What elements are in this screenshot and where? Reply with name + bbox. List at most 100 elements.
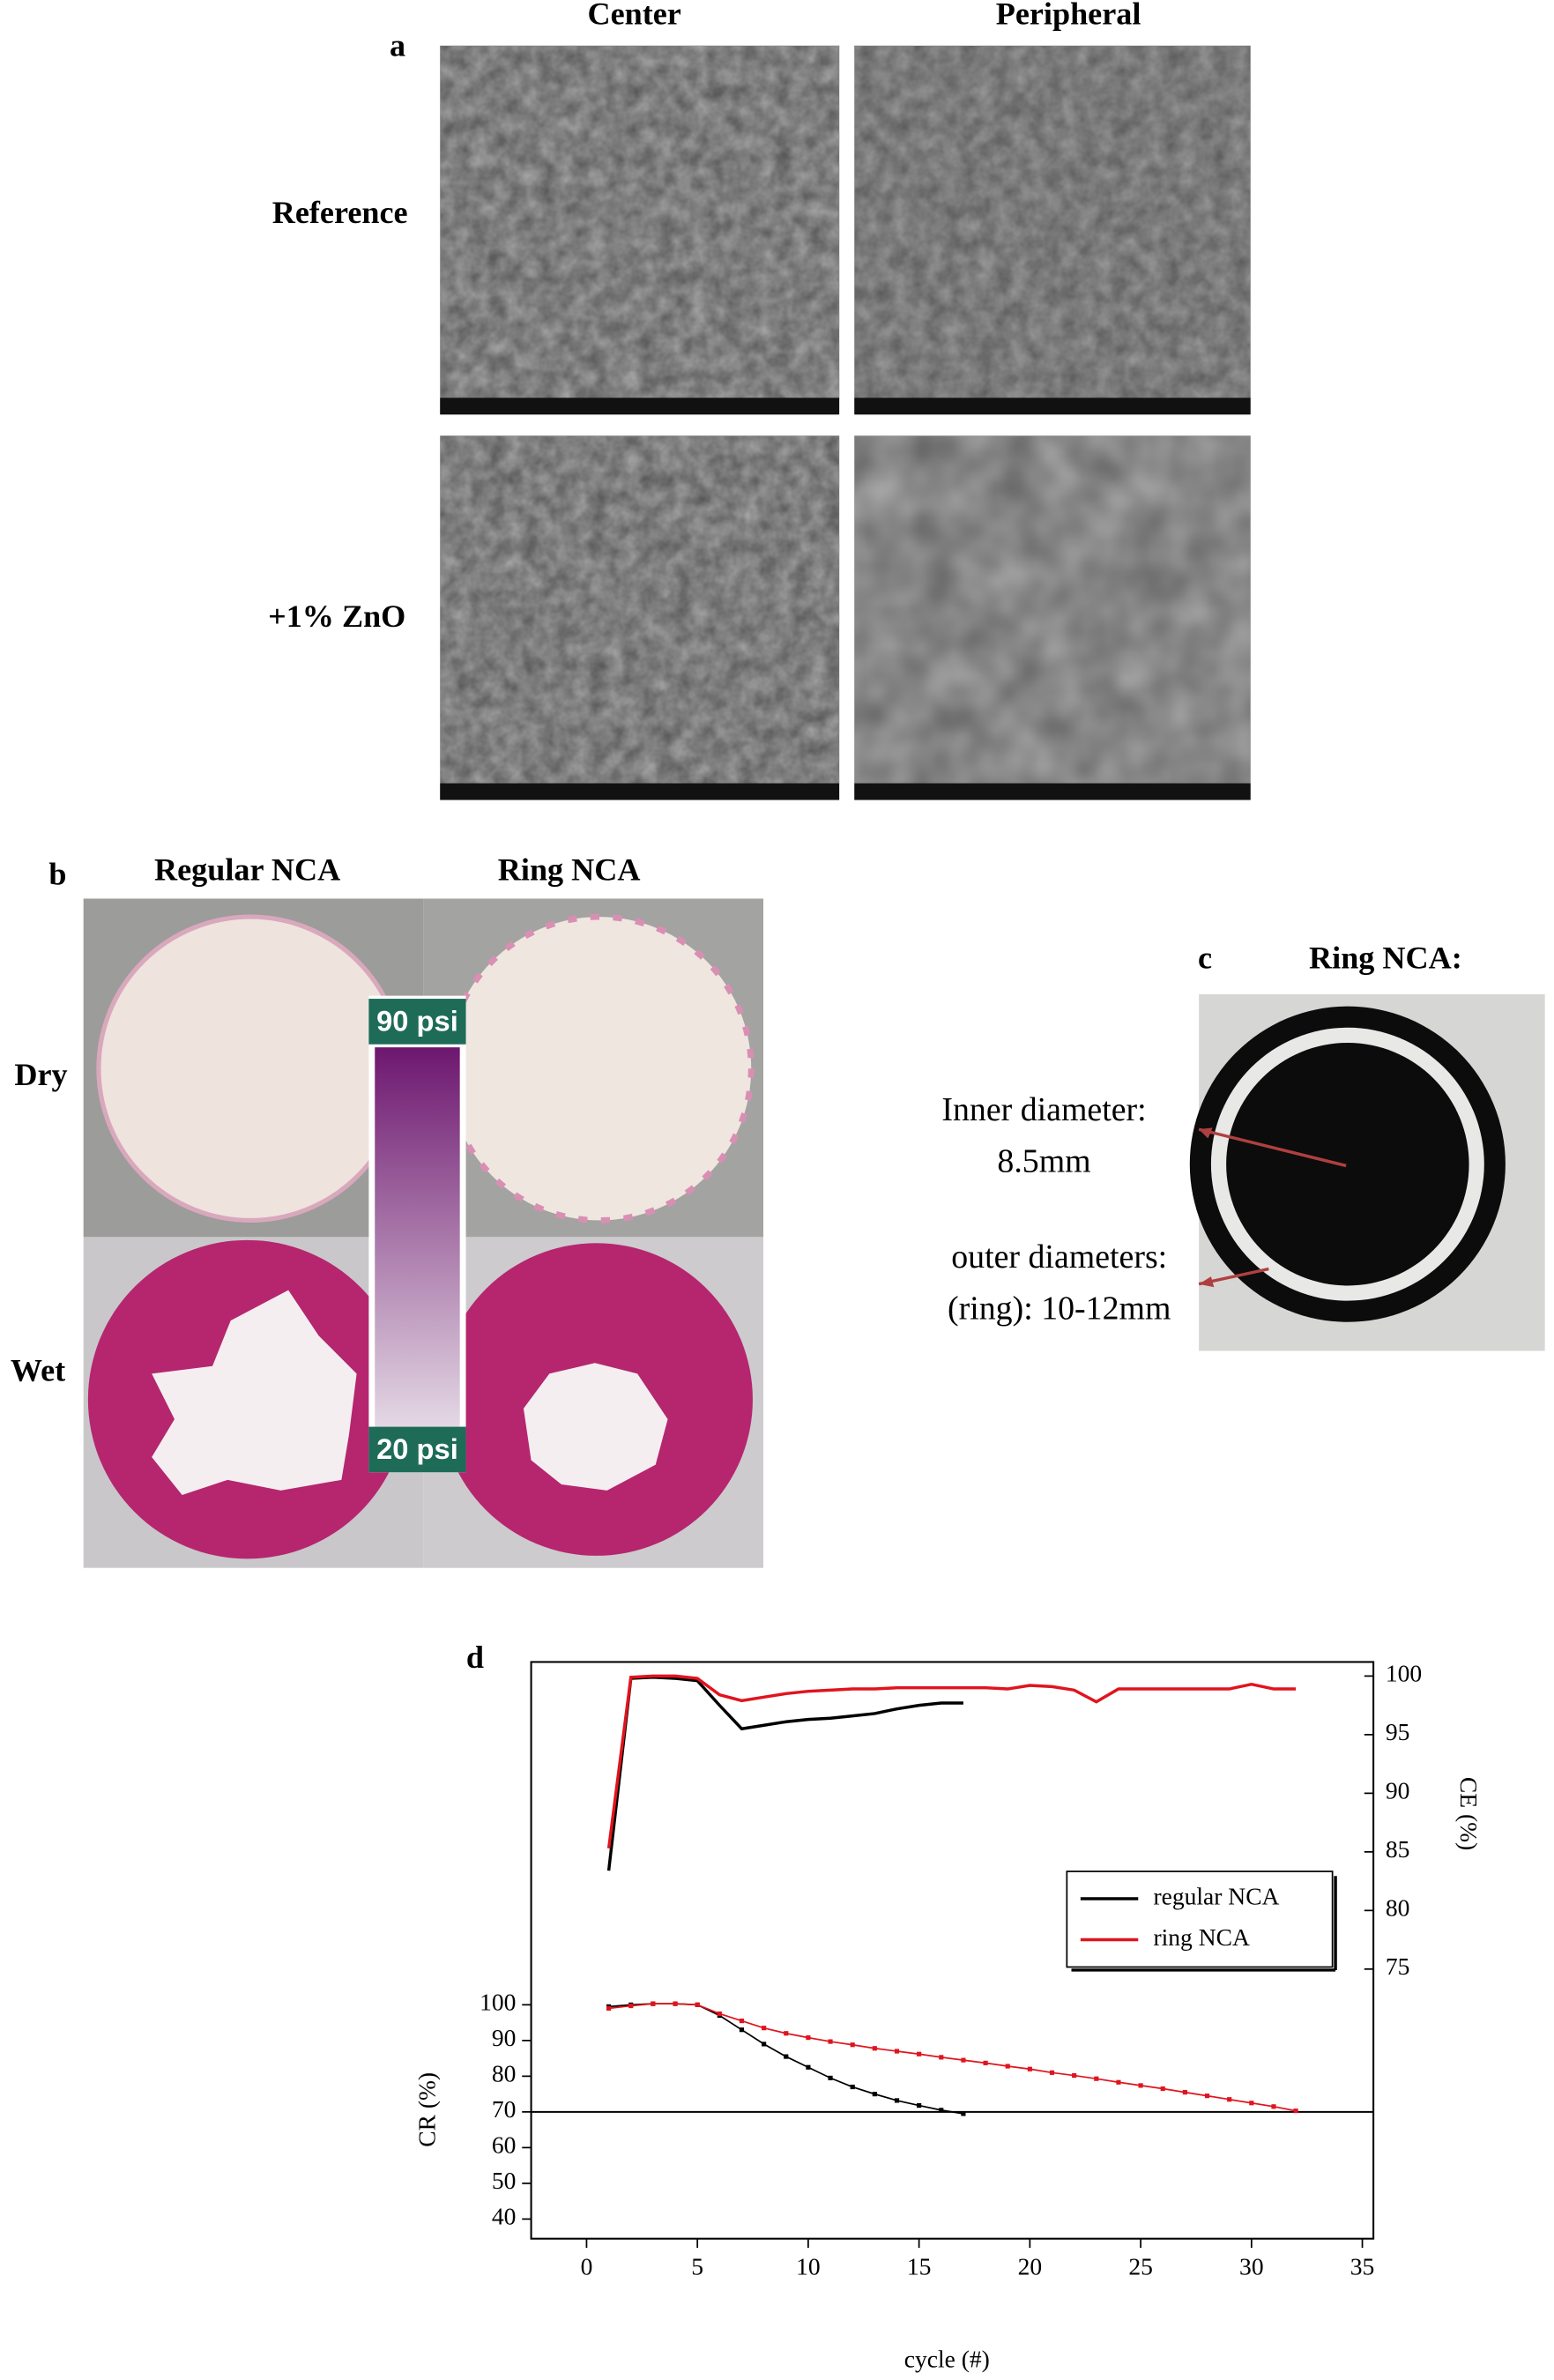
- y2-tick-label: 100: [1386, 1660, 1422, 1687]
- y-tick-label: 100: [480, 1989, 516, 2016]
- series-marker: [917, 2102, 922, 2109]
- scale-box: [368, 1426, 466, 1473]
- series-marker: [1160, 2086, 1165, 2092]
- series-marker: [828, 2075, 833, 2080]
- inner-disc: [1226, 1042, 1469, 1286]
- info-bar: [440, 783, 840, 800]
- series-marker: [673, 2001, 678, 2006]
- series-marker: [1049, 2070, 1055, 2075]
- panel-title: Ring NCA:: [1309, 940, 1462, 975]
- y-tick-label: 80: [492, 2060, 517, 2087]
- arrowhead: [1199, 1276, 1215, 1288]
- white-area: [152, 1290, 357, 1496]
- panel-label: d: [466, 1640, 484, 1675]
- series-marker: [894, 2098, 900, 2103]
- series-marker: [1249, 2101, 1254, 2106]
- y2-tick-label: 85: [1386, 1835, 1410, 1863]
- info-bar: [854, 398, 1251, 415]
- x-tick-label: 15: [907, 2252, 932, 2280]
- arrow: [1198, 1127, 1347, 1168]
- sem-images: [440, 45, 1251, 800]
- series-marker: [806, 2035, 811, 2041]
- disc: [444, 913, 755, 1223]
- series-marker: [739, 2018, 745, 2024]
- white-area: [523, 1363, 668, 1491]
- row-label: Wet: [11, 1353, 65, 1388]
- series-marker: [850, 2084, 855, 2090]
- series-marker: [695, 2002, 700, 2007]
- series-marker: [762, 2026, 767, 2031]
- x-tick-label: 35: [1350, 2252, 1375, 2280]
- series-marker: [739, 2027, 745, 2033]
- series-marker: [784, 2054, 789, 2059]
- y-axis-label: CR (%): [413, 2072, 441, 2147]
- panel-label: b: [48, 857, 66, 892]
- sem-texture: [440, 45, 840, 400]
- x-tick-label: 25: [1128, 2252, 1153, 2280]
- series-marker: [628, 2003, 634, 2009]
- annotation: 8.5mm: [997, 1142, 1090, 1179]
- row-label: Dry: [14, 1057, 67, 1092]
- series-marker: [872, 2046, 877, 2051]
- series-marker: [961, 2057, 966, 2063]
- series-marker: [894, 2049, 900, 2054]
- series-marker: [1005, 2064, 1010, 2069]
- scale-box: [368, 999, 466, 1045]
- series-marker: [939, 2108, 944, 2113]
- arrowhead: [1199, 1127, 1213, 1139]
- scale-gradient: [375, 1047, 460, 1427]
- series-marker: [784, 2031, 789, 2036]
- y-tick-label: 90: [492, 2024, 517, 2051]
- series-marker: [762, 2042, 767, 2047]
- series-marker: [917, 2051, 922, 2056]
- panel-label: a: [390, 28, 405, 63]
- series-marker: [1072, 2072, 1077, 2079]
- legend-box: [1066, 1871, 1334, 1968]
- x-tick-label: 0: [581, 2252, 593, 2280]
- series-line: [608, 2003, 1297, 2112]
- row-label: Reference: [272, 195, 408, 230]
- series-marker: [1227, 2097, 1232, 2102]
- y2-axis-label: CE (%): [1455, 1777, 1483, 1850]
- column-label: Regular NCA: [154, 852, 340, 887]
- column-label: Center: [587, 0, 680, 31]
- series-marker: [872, 2092, 877, 2097]
- legend-label: regular NCA: [1153, 1882, 1279, 1909]
- series-marker: [828, 2039, 833, 2044]
- series-marker: [717, 2011, 722, 2017]
- y2-tick-label: 80: [1386, 1894, 1410, 1922]
- annotation: outer diameters:: [951, 1238, 1167, 1276]
- series-marker: [850, 2042, 855, 2048]
- series-marker: [939, 2055, 944, 2060]
- x-tick-label: 20: [1018, 2252, 1043, 2280]
- column-label: Ring NCA: [498, 852, 641, 887]
- series-marker: [651, 2001, 656, 2006]
- series-marker: [1271, 2104, 1276, 2109]
- series-marker: [1182, 2090, 1187, 2095]
- panel-label: c: [1198, 940, 1212, 975]
- x-tick-label: 10: [796, 2252, 821, 2280]
- x-tick-label: 30: [1239, 2252, 1264, 2280]
- scale-label: 20 psi: [376, 1432, 458, 1465]
- column-label: Peripheral: [996, 0, 1141, 31]
- x-axis-label: cycle (#): [904, 2345, 990, 2372]
- legend-label: ring NCA: [1153, 1923, 1249, 1951]
- disc: [96, 914, 405, 1223]
- sem-texture: [854, 435, 1251, 784]
- sem-texture: [440, 435, 840, 784]
- series-marker: [983, 2060, 988, 2065]
- series-marker: [1027, 2066, 1032, 2071]
- y2-tick-label: 95: [1386, 1718, 1410, 1745]
- y-tick-label: 40: [492, 2203, 517, 2230]
- info-bar: [854, 783, 1251, 800]
- y-tick-label: 70: [492, 2095, 517, 2123]
- series-line: [606, 1674, 1297, 1849]
- row-label: +1% ZnO: [268, 599, 405, 634]
- series-line: [606, 1676, 963, 1871]
- series-marker: [1094, 2076, 1099, 2081]
- series-marker: [606, 2005, 612, 2011]
- pressure-photo: 90 psi 20 psi: [83, 898, 764, 1568]
- annotation: (ring): 10-12mm: [948, 1290, 1171, 1327]
